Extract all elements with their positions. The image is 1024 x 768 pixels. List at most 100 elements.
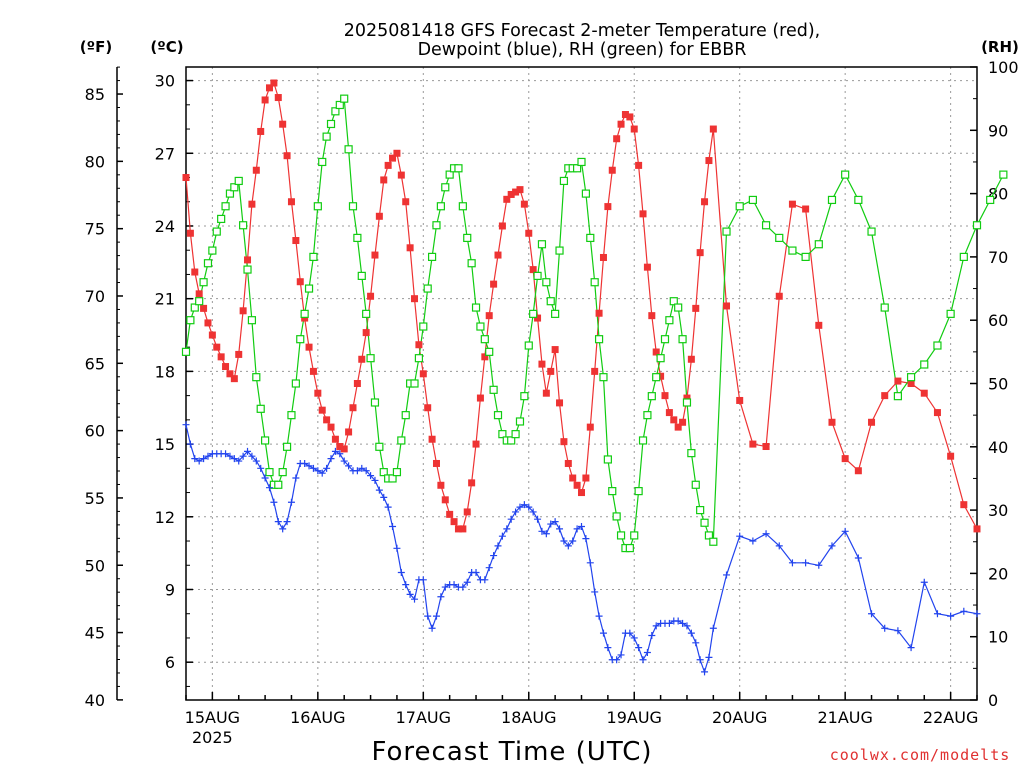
dewpoint-point — [643, 649, 651, 657]
dewpoint-point — [323, 464, 331, 472]
rh-point — [669, 297, 678, 306]
temperature-point — [608, 166, 616, 174]
temperature-point — [701, 198, 709, 206]
rh-point — [986, 195, 995, 205]
temperature-point — [933, 409, 941, 417]
dewpoint-point — [204, 452, 212, 460]
dewpoint-point — [411, 595, 419, 603]
celsius-tick-label: 27 — [155, 144, 175, 163]
temperature-point — [186, 229, 194, 237]
rh-point — [638, 436, 648, 445]
temperature-point — [613, 135, 621, 143]
dewpoint-point — [802, 559, 810, 567]
rh-point — [410, 379, 419, 388]
dewpoint-point — [538, 527, 546, 535]
rh-point — [471, 303, 481, 312]
temperature-point — [305, 343, 313, 351]
dewpoint-point — [279, 525, 287, 533]
rh-point — [507, 436, 516, 445]
rh-point — [493, 411, 503, 420]
dewpoint-point — [788, 559, 796, 567]
dewpoint-point — [529, 508, 537, 516]
dewpoint-point — [516, 503, 524, 511]
fahrenheit-tick-label: 80 — [85, 152, 105, 171]
temperature-point — [538, 360, 546, 368]
rh-point — [480, 335, 489, 344]
x-axis-title: Forecast Time (UTC) — [371, 737, 652, 767]
temperature-point — [481, 353, 489, 361]
rh-point — [533, 271, 542, 280]
temperature-point — [371, 251, 379, 259]
rh-point — [436, 202, 445, 211]
rh-point — [616, 531, 626, 540]
temperature-point — [529, 266, 537, 274]
temperature-point — [428, 435, 436, 443]
temperature-point — [573, 481, 581, 489]
rh-point — [282, 442, 292, 451]
dewpoint-point — [736, 532, 744, 540]
dewpoint-point — [815, 561, 823, 569]
dewpoint-point — [481, 576, 489, 584]
rh-point — [867, 227, 876, 236]
rh-point — [599, 373, 608, 382]
dewpoint-point — [705, 653, 713, 661]
temperature-point — [582, 474, 590, 482]
rh-line — [185, 96, 1004, 549]
dewpoint-point — [186, 440, 194, 448]
dewpoint-point — [542, 530, 550, 538]
dewpoint-point — [287, 498, 295, 506]
temperature-point — [336, 443, 344, 451]
x-tick-label: 16AUG — [290, 708, 345, 727]
rh-point — [546, 297, 555, 306]
temperature-point — [494, 251, 502, 259]
temperature-point — [617, 120, 625, 128]
dewpoint-point — [248, 452, 256, 460]
celsius-tick-label: 6 — [165, 653, 175, 672]
celsius-tick-label: 15 — [155, 435, 175, 454]
temperature-point — [802, 205, 810, 213]
celsius-tick-label: 30 — [155, 72, 175, 91]
rh-point — [748, 195, 757, 205]
left-unit-f: (ºF) — [80, 38, 112, 56]
dewpoint-point — [639, 656, 647, 664]
rh-point — [801, 252, 810, 261]
dewpoint-point — [265, 484, 273, 492]
dewpoint-point — [604, 644, 612, 652]
dewpoint-point — [441, 583, 449, 591]
rh-point — [906, 373, 916, 382]
rh-point — [401, 411, 410, 420]
dewpoint-point — [239, 452, 247, 460]
temperature-point — [345, 428, 353, 436]
rh-tick-label: 50 — [988, 375, 1008, 394]
fahrenheit-tick-label: 85 — [85, 85, 105, 104]
temperature-point — [815, 321, 823, 329]
temperature-point — [393, 149, 401, 157]
rh-point — [933, 341, 942, 350]
temperature-point — [353, 380, 361, 387]
dewpoint-point — [534, 515, 542, 523]
dewpoint-point — [894, 627, 902, 635]
dewpoint-point — [683, 622, 691, 630]
dewpoint-point — [257, 464, 265, 472]
temperature-point — [736, 396, 744, 404]
temperature-point — [516, 186, 524, 194]
temperature-point — [195, 290, 203, 298]
fahrenheit-tick-label: 65 — [85, 354, 105, 373]
dewpoint-point — [283, 518, 291, 526]
temperature-point — [389, 154, 397, 162]
rh-point — [199, 278, 208, 287]
dewpoint-point — [648, 632, 656, 640]
rh-point — [300, 309, 309, 318]
rh-point — [652, 373, 661, 382]
rh-point — [537, 240, 547, 249]
dewpoint-point — [626, 629, 634, 637]
dewpoint-point — [687, 629, 695, 637]
dewpoint-point — [419, 576, 427, 584]
dewpoint-point — [318, 469, 326, 477]
temperature-point — [643, 263, 651, 271]
rh-point — [313, 202, 322, 211]
rh-point — [647, 392, 656, 401]
rh-point — [326, 119, 336, 129]
x-year-label: 2025 — [192, 728, 233, 747]
dewpoint-point — [723, 571, 731, 579]
